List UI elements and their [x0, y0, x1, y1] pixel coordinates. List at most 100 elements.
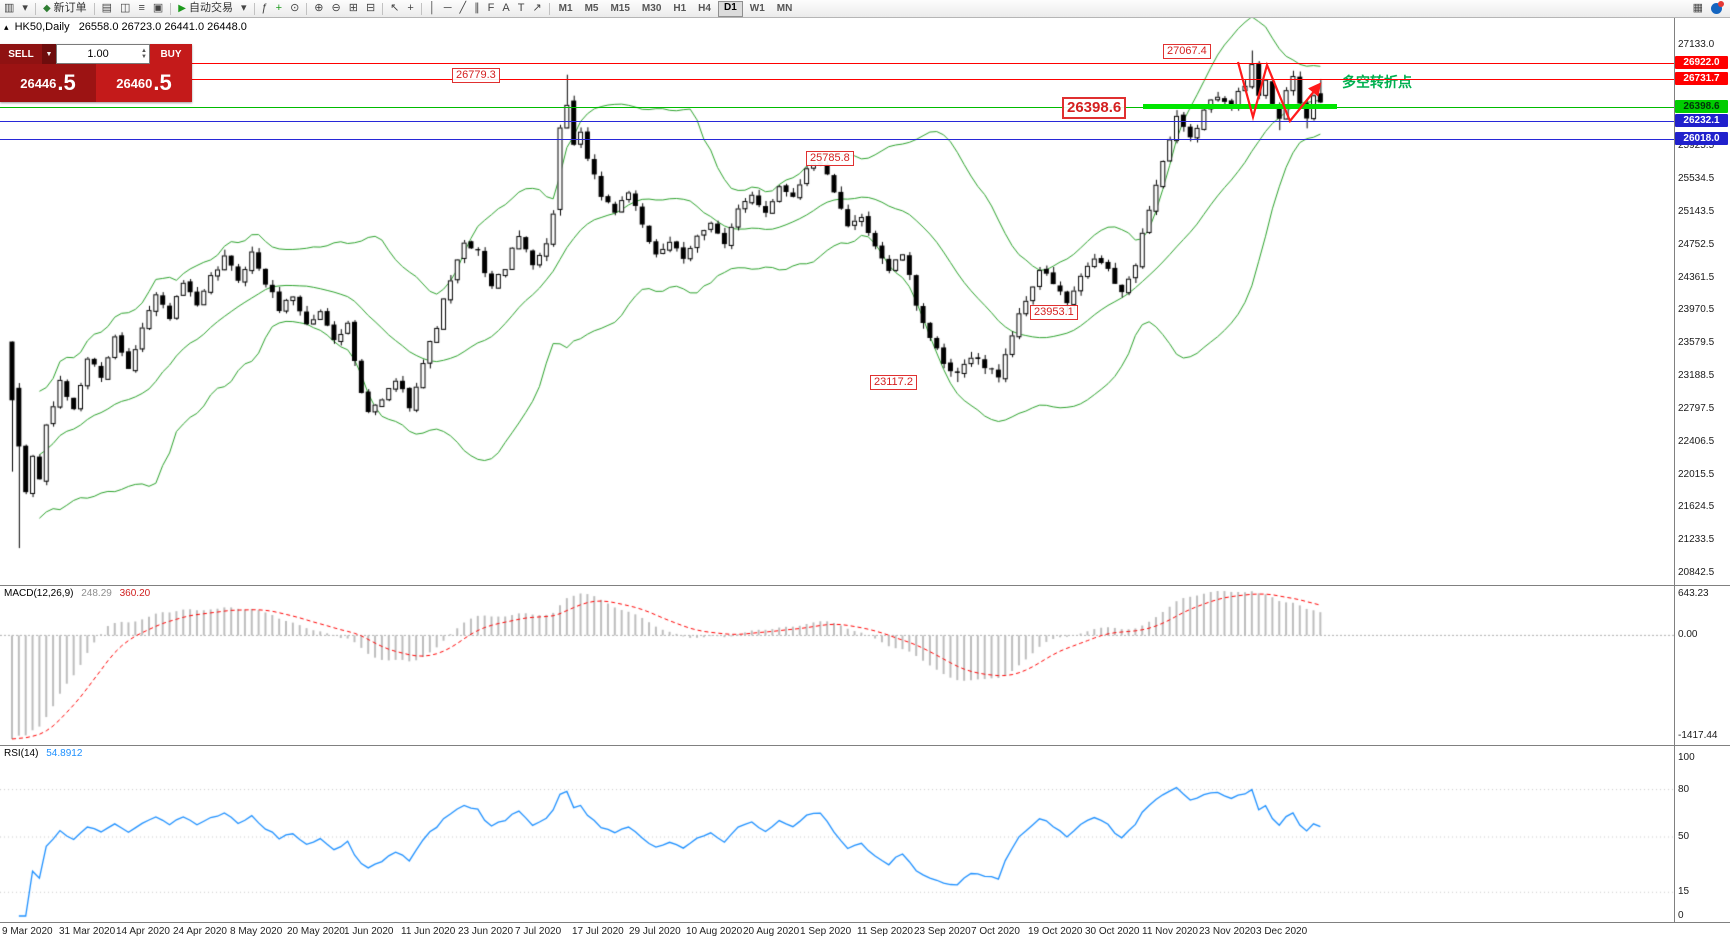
- date-axis-label: 29 Jul 2020: [629, 926, 681, 937]
- period-icon[interactable]: ⊙: [290, 2, 300, 14]
- support-zone-segment[interactable]: [1143, 104, 1337, 109]
- label-icon[interactable]: T: [517, 2, 525, 14]
- cursor-icon[interactable]: ↖: [390, 2, 400, 14]
- fibonacci-icon[interactable]: F: [487, 2, 495, 14]
- line-price-label: 26018.0: [1675, 132, 1728, 145]
- timeframe-button-h4[interactable]: H4: [698, 2, 711, 14]
- toolbar-separator: [93, 2, 95, 15]
- date-axis-label: 7 Jul 2020: [515, 926, 562, 937]
- chart-type-caret-icon[interactable]: ▾: [22, 2, 28, 14]
- sell-button[interactable]: SELL: [0, 44, 42, 64]
- timeframe-button-d1[interactable]: D1: [717, 0, 743, 17]
- macd-axis-tick: 0.00: [1678, 629, 1698, 640]
- chart-type-icon[interactable]: ▥: [4, 2, 15, 14]
- price-callout[interactable]: 27067.4: [1163, 44, 1211, 59]
- lot-size-input[interactable]: [57, 45, 140, 63]
- community-icon[interactable]: [1711, 1, 1724, 14]
- autotrading-button-label: 自动交易: [188, 2, 233, 14]
- one-click-toggle-icon[interactable]: ▴: [4, 22, 9, 32]
- sell-price-pips: .5: [57, 70, 76, 95]
- zoom-out-icon[interactable]: ⊖: [331, 2, 341, 14]
- toolbar-separator: [382, 2, 384, 15]
- chart-layouts-icon[interactable]: ▦: [1692, 2, 1703, 14]
- price-chart-canvas[interactable]: [0, 17, 1674, 922]
- toolbar-separator: [253, 2, 255, 15]
- macd-axis-tick: -1417.44: [1678, 730, 1718, 741]
- price-axis[interactable]: 27133.0 25925.5 25534.5 25143.5 24752.5 24361…: [1674, 0, 1730, 942]
- tile-windows-icon[interactable]: ⊞: [348, 2, 358, 14]
- horizontal-level-line[interactable]: [0, 79, 1674, 80]
- date-axis-label: 19 Oct 2020: [1028, 926, 1083, 937]
- timeframe-button-m5[interactable]: M5: [584, 2, 599, 14]
- horizontal-level-line[interactable]: [0, 121, 1674, 122]
- date-axis-label: 23 Nov 2020: [1199, 926, 1256, 937]
- timeframe-button-m15[interactable]: M15: [610, 2, 630, 14]
- buy-price-main: 26460: [116, 75, 153, 91]
- date-axis-label: 9 Mar 2020: [2, 926, 53, 937]
- market-watch-icon[interactable]: ▤: [101, 2, 113, 14]
- price-axis-separator: [1674, 17, 1675, 922]
- buy-button[interactable]: BUY: [150, 44, 192, 64]
- autotrading-button[interactable]: ▶ 自动交易: [174, 1, 237, 16]
- trendline-icon[interactable]: ╱: [459, 2, 467, 14]
- horizontal-level-line[interactable]: [0, 63, 1674, 64]
- horizontal-level-line[interactable]: [0, 107, 1674, 108]
- buy-price-button[interactable]: 26460 .5: [96, 64, 192, 102]
- lot-spin-down-icon[interactable]: ▼: [141, 54, 147, 60]
- indicators-list-icon[interactable]: ƒ: [261, 2, 268, 14]
- toolbar-separator: [420, 2, 422, 15]
- zoom-in-icon[interactable]: ⊕: [314, 2, 324, 14]
- macd-pane-separator[interactable]: [0, 585, 1730, 586]
- date-axis-label: 10 Aug 2020: [686, 926, 743, 937]
- timeframe-button-mn[interactable]: MN: [776, 2, 793, 14]
- vertical-line-icon[interactable]: │: [428, 2, 436, 14]
- price-axis-tick: 22406.5: [1678, 436, 1715, 447]
- date-axis-label: 14 Apr 2020: [116, 926, 170, 937]
- sell-price-button[interactable]: 26446 .5: [0, 64, 96, 102]
- channel-icon[interactable]: ∥: [474, 2, 480, 14]
- lot-spin-up-icon[interactable]: ▲: [141, 48, 147, 54]
- price-axis-tick: 22015.5: [1678, 469, 1715, 480]
- horizontal-line-icon[interactable]: ─: [443, 2, 452, 14]
- timeframe-button-m1[interactable]: M1: [558, 2, 573, 14]
- line-price-label: 26731.7: [1675, 72, 1728, 85]
- add-indicator-icon[interactable]: +: [275, 2, 283, 14]
- price-axis-tick: 23970.5: [1678, 304, 1715, 315]
- timeframe-button-w1[interactable]: W1: [749, 2, 765, 14]
- time-axis[interactable]: 9 Mar 2020 31 Mar 2020 14 Apr 2020 24 Apr 2…: [0, 922, 1730, 942]
- price-callout[interactable]: 23117.2: [870, 375, 917, 390]
- price-axis-tick: 25143.5: [1678, 206, 1715, 217]
- data-window-icon[interactable]: ◫: [120, 2, 131, 14]
- zigzag-annotation[interactable]: [0, 17, 1674, 922]
- price-axis-tick: 27133.0: [1678, 39, 1715, 50]
- navigator-icon[interactable]: ≡: [138, 2, 145, 14]
- autotrading-caret-icon[interactable]: ▾: [240, 2, 247, 14]
- crosshair-icon[interactable]: +: [407, 2, 414, 14]
- cascade-windows-icon[interactable]: ⊟: [365, 2, 376, 14]
- price-axis-tick: 23579.5: [1678, 337, 1715, 348]
- arrows-icon[interactable]: ↗: [532, 2, 542, 14]
- terminal-icon[interactable]: ▣: [152, 2, 164, 14]
- rsi-axis-tick: 50: [1678, 831, 1690, 842]
- text-icon[interactable]: A: [502, 2, 510, 14]
- toolbar-separator: [306, 2, 308, 15]
- date-axis-label: 3 Dec 2020: [1256, 926, 1308, 937]
- price-callout[interactable]: 25785.8: [806, 151, 854, 166]
- date-axis-label: 8 May 2020: [230, 926, 283, 937]
- price-callout[interactable]: 26398.6: [1062, 97, 1127, 119]
- rsi-axis-tick: 15: [1678, 886, 1690, 897]
- price-callout[interactable]: 23953.1: [1030, 305, 1078, 320]
- timeframe-button-m30[interactable]: M30: [641, 2, 662, 14]
- rsi-pane-separator[interactable]: [0, 745, 1730, 746]
- date-axis-label: 20 May 2020: [287, 926, 345, 937]
- bull-bear-turning-point-note[interactable]: 多空转折点: [1342, 74, 1412, 90]
- lot-dropdown-caret-icon[interactable]: ▼: [42, 44, 56, 64]
- timeframe-button-h1[interactable]: H1: [673, 2, 687, 14]
- horizontal-level-line[interactable]: [0, 139, 1674, 140]
- date-axis-label: 30 Oct 2020: [1085, 926, 1140, 937]
- new-order-button[interactable]: ◆ 新订单: [39, 1, 91, 16]
- date-axis-label: 11 Jun 2020: [401, 926, 456, 937]
- lot-spinner[interactable]: ▲ ▼: [139, 45, 149, 63]
- toolbar-separator: [34, 2, 36, 15]
- price-callout[interactable]: 26779.3: [452, 68, 500, 83]
